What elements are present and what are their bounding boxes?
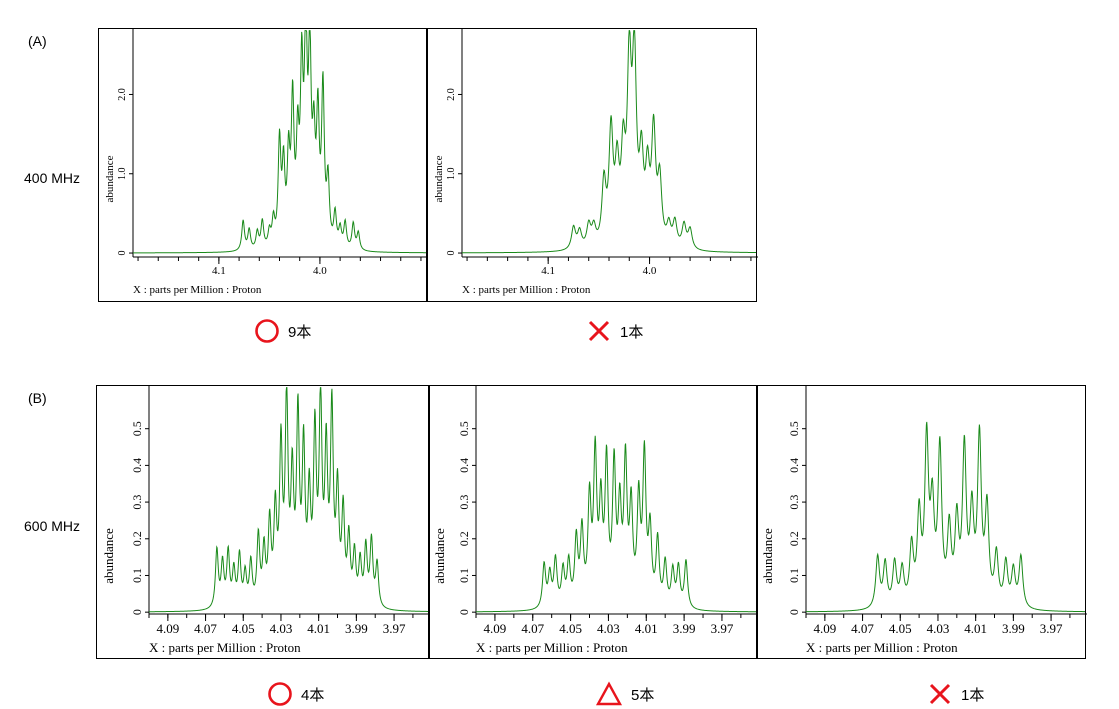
- y-tick-label: 0.3: [457, 495, 471, 510]
- x-tick-label: 4.0: [643, 265, 657, 277]
- section-label-a: (A): [28, 33, 47, 49]
- x-tick-label: 4.1: [212, 265, 226, 277]
- x-tick-label: 3.97: [1040, 621, 1063, 636]
- x-axis-label: X : parts per Million : Proton: [133, 284, 262, 296]
- x-tick-label: 3.99: [1002, 621, 1025, 636]
- x-tick-label: 4.09: [156, 621, 179, 636]
- cross-icon: [588, 320, 610, 342]
- verdict-text: 1本: [961, 686, 985, 704]
- y-axis-label: abundance: [760, 528, 775, 584]
- y-tick-label: 0.5: [130, 421, 144, 436]
- x-tick-label: 4.05: [232, 621, 255, 636]
- y-tick-label: 0: [117, 251, 128, 256]
- y-tick-label: 0.5: [457, 421, 471, 436]
- x-tick-label: 4.09: [484, 621, 507, 636]
- verdict-b2: 5本: [595, 681, 654, 707]
- x-tick-label: 4.05: [889, 621, 912, 636]
- x-tick-label: 3.99: [345, 621, 368, 636]
- x-tick-label: 4.05: [559, 621, 582, 636]
- verdict-text: 5本: [631, 686, 655, 704]
- x-tick-label: 4.01: [307, 621, 330, 636]
- spectrum-panel-a2: 0 1.0 2.0 abundance 4.1 4.0 X : parts per Mill…: [427, 28, 758, 302]
- x-axis-label: X : parts per Million : Proton: [462, 284, 591, 296]
- x-tick-label: 3.97: [711, 621, 734, 636]
- y-tick-label: 0: [457, 609, 471, 615]
- y-tick-label: 0: [787, 609, 801, 615]
- y-tick-label: 1.0: [117, 168, 128, 181]
- y-axis-label: abundance: [433, 155, 445, 202]
- field-label-600mhz: 600 MHz: [24, 518, 81, 534]
- y-axis-label: abundance: [432, 528, 447, 584]
- x-tick-label: 4.01: [635, 621, 658, 636]
- y-tick-label: 0.4: [130, 458, 144, 473]
- spectrum-trace: [133, 30, 426, 254]
- triangle-icon: [595, 681, 623, 706]
- spectrum-panel-b3: 0 0.1 0.2 0.3 0.4 0.5 abundance 4.09 4.07 4.05 4.0…: [757, 385, 1087, 659]
- spectrum-chart-a1: 0 1.0 2.0 abundance 4.1 4.0 X : parts per Mill…: [104, 29, 428, 296]
- y-tick-label: 0.1: [787, 568, 801, 583]
- verdict-text: 1本: [620, 323, 644, 341]
- x-tick-label: 3.97: [383, 621, 406, 636]
- spectrum-panel-b2: 0 0.1 0.2 0.3 0.4 0.5 abundance 4.09 4.07 4.05 4.0…: [429, 385, 758, 659]
- y-axis-label: abundance: [104, 155, 116, 202]
- circle-icon: [255, 319, 279, 343]
- y-tick-label: 0.5: [787, 421, 801, 436]
- y-tick-label: 0.4: [457, 458, 471, 473]
- x-tick-label: 4.01: [964, 621, 987, 636]
- spectrum-chart-b1: 0 0.1 0.2 0.3 0.4 0.5 abundance 4.09 4.07 4.05 4.0…: [101, 386, 430, 655]
- spectrum-trace: [476, 435, 756, 613]
- spectrum-panel-a1: 0 1.0 2.0 abundance 4.1 4.0 X : parts per Mill…: [98, 28, 428, 302]
- spectrum-panel-b1: 0 0.1 0.2 0.3 0.4 0.5 abundance 4.09 4.07 4.05 4.0…: [96, 385, 430, 659]
- x-axis-label: X : parts per Million : Proton: [806, 640, 958, 655]
- x-tick-label: 4.03: [270, 621, 293, 636]
- spectrum-chart-a2: 0 1.0 2.0 abundance 4.1 4.0 X : parts per Mill…: [433, 29, 758, 296]
- y-tick-label: 0.2: [787, 531, 801, 546]
- cross-icon: [929, 683, 951, 705]
- y-axis-label: abundance: [101, 528, 116, 584]
- x-tick-label: 4.07: [851, 621, 874, 636]
- y-tick-label: 0.2: [130, 531, 144, 546]
- verdict-text: 4本: [301, 686, 325, 704]
- spectrum-trace: [462, 30, 756, 254]
- verdict-b1: 4本: [267, 681, 324, 707]
- y-tick-label: 0.1: [457, 568, 471, 583]
- verdict-a1: 9本: [254, 318, 311, 344]
- x-tick-label: 4.07: [521, 621, 544, 636]
- y-tick-label: 1.0: [446, 168, 457, 181]
- x-tick-label: 4.1: [541, 265, 555, 277]
- y-tick-label: 0.3: [130, 495, 144, 510]
- spectrum-chart-b2: 0 0.1 0.2 0.3 0.4 0.5 abundance 4.09 4.07 4.05 4.0…: [432, 386, 758, 655]
- y-tick-label: 2.0: [446, 88, 457, 101]
- y-tick-label: 0.2: [457, 531, 471, 546]
- x-tick-label: 4.07: [194, 621, 217, 636]
- x-tick-label: 3.99: [673, 621, 696, 636]
- x-tick-label: 4.03: [927, 621, 950, 636]
- spectrum-chart-b3: 0 0.1 0.2 0.3 0.4 0.5 abundance 4.09 4.07 4.05 4.0…: [760, 386, 1087, 655]
- field-label-400mhz: 400 MHz: [24, 170, 81, 186]
- y-tick-label: 0: [130, 609, 144, 615]
- spectrum-trace: [149, 387, 429, 613]
- section-label-b: (B): [28, 390, 47, 406]
- verdict-b3: 1本: [927, 681, 984, 707]
- verdict-text: 9本: [288, 323, 312, 341]
- x-tick-label: 4.0: [313, 265, 327, 277]
- y-tick-label: 0: [446, 251, 457, 256]
- x-axis-label: X : parts per Million : Proton: [476, 640, 628, 655]
- y-tick-label: 0.3: [787, 495, 801, 510]
- verdict-a2: 1本: [586, 318, 643, 344]
- spectrum-trace: [805, 421, 1085, 613]
- y-tick-label: 2.0: [117, 88, 128, 101]
- x-axis-label: X : parts per Million : Proton: [149, 640, 301, 655]
- y-tick-label: 0.1: [130, 568, 144, 583]
- x-tick-label: 4.09: [813, 621, 836, 636]
- x-tick-label: 4.03: [597, 621, 620, 636]
- y-tick-label: 0.4: [787, 458, 801, 473]
- circle-icon: [268, 682, 292, 706]
